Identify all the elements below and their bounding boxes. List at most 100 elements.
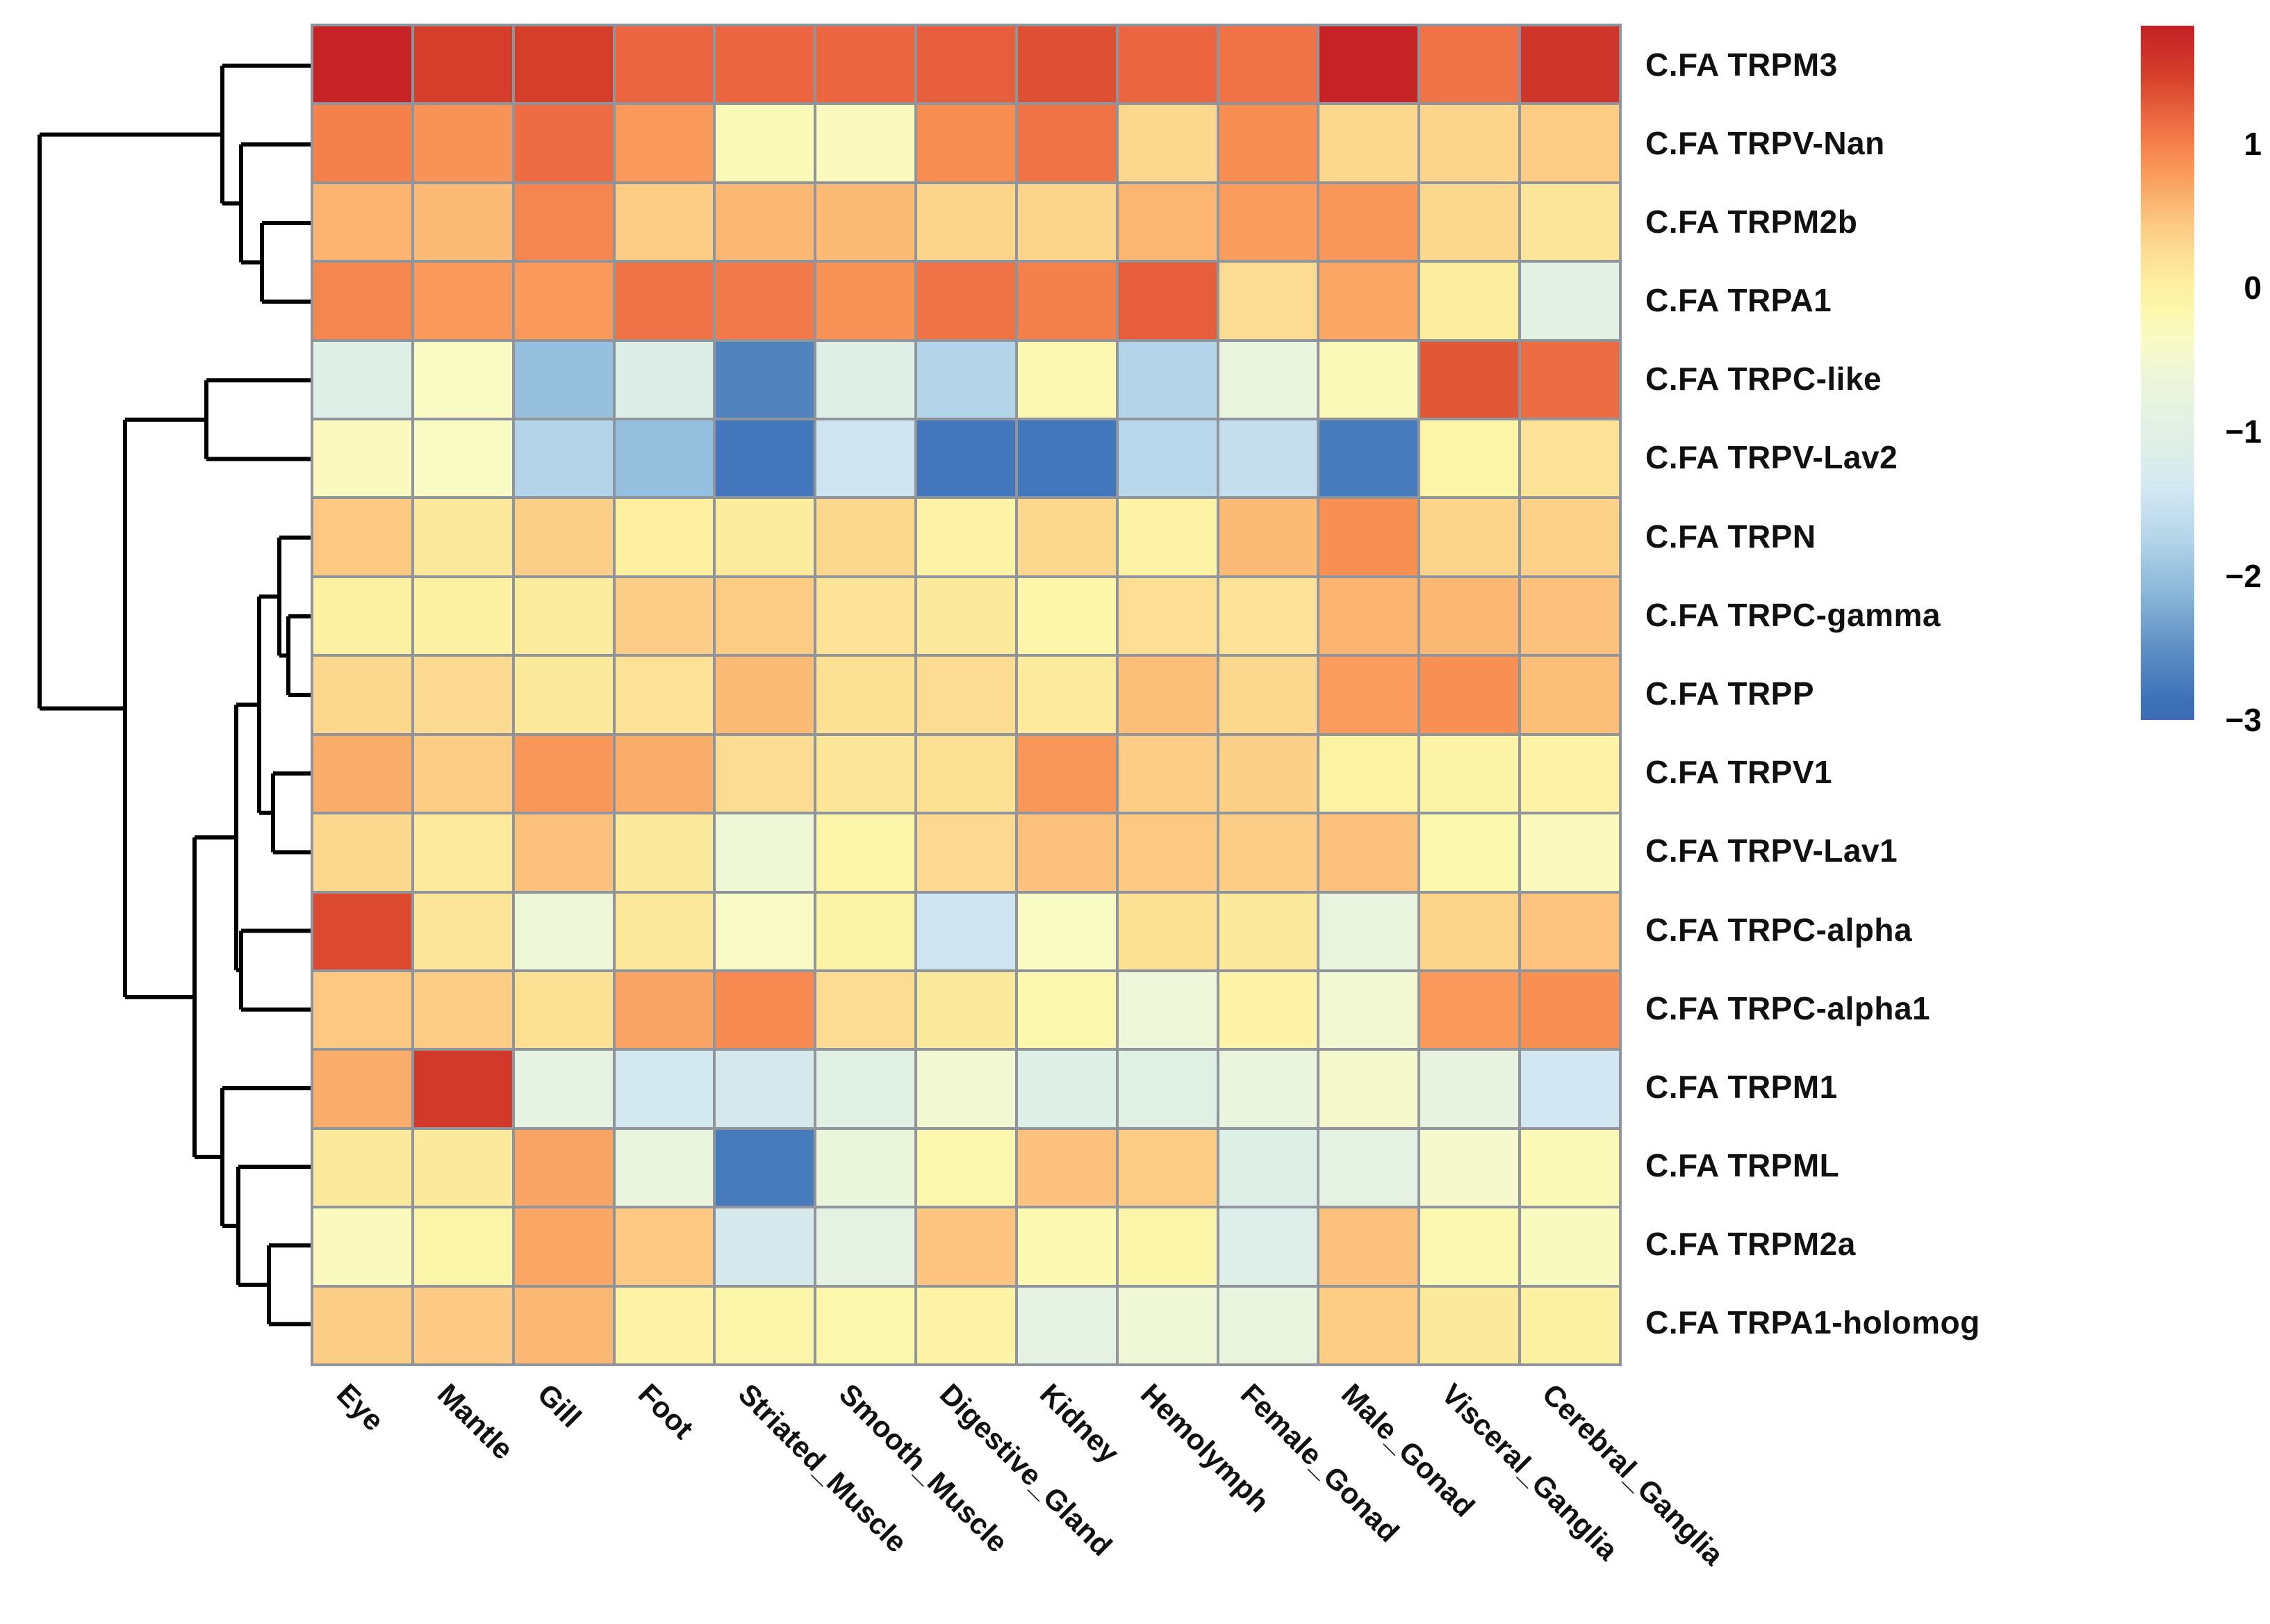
heatmap-cell [1219, 420, 1317, 497]
heatmap-cell [917, 105, 1015, 181]
heatmap-cell [1017, 814, 1116, 891]
heatmap-cell [1118, 1208, 1217, 1285]
heatmap-cell [313, 1051, 411, 1127]
row-label: C.FA TRPV1 [1645, 754, 1833, 791]
heatmap-cell [917, 1208, 1015, 1285]
heatmap-cell [1420, 183, 1519, 261]
heatmap-cell [1017, 1287, 1116, 1363]
row-label: C.FA TRPC-alpha [1645, 911, 1913, 948]
heatmap-cell [816, 26, 915, 103]
heatmap-cell [615, 183, 714, 261]
heatmap-cell [313, 1287, 411, 1363]
row-label: C.FA TRPM1 [1645, 1068, 1838, 1105]
heatmap-cell [1420, 814, 1519, 891]
heatmap-cell [1219, 1208, 1317, 1285]
heatmap-cell [514, 657, 613, 733]
heatmap-cell [1118, 735, 1217, 812]
heatmap-cell [816, 341, 915, 418]
heatmap-cell [1118, 341, 1217, 418]
heatmap-cell [816, 499, 915, 575]
heatmap-cell [514, 1129, 613, 1206]
heatmap-cell [816, 657, 915, 733]
heatmap-cell [313, 1129, 411, 1206]
row-label: C.FA TRPV-Lav2 [1645, 439, 1898, 476]
heatmap-cell [1319, 577, 1418, 655]
row-label: C.FA TRPC-gamma [1645, 596, 1941, 633]
heatmap-cell [1219, 893, 1317, 969]
heatmap-cell [1521, 1051, 1619, 1127]
heatmap-cell [1219, 499, 1317, 575]
heatmap-cell [917, 263, 1015, 339]
heatmap-cell [615, 1129, 714, 1206]
heatmap-cell [917, 26, 1015, 103]
heatmap-cell [1219, 263, 1317, 339]
heatmap-cell [917, 341, 1015, 418]
colorbar [2141, 26, 2194, 720]
heatmap-cell [615, 105, 714, 181]
colorbar-tick-label: −3 [2225, 702, 2262, 738]
heatmap-cell [1118, 1129, 1217, 1206]
heatmap-cell [1319, 183, 1418, 261]
heatmap-cell [413, 420, 512, 497]
heatmap-cell [1118, 971, 1217, 1049]
heatmap-cell [514, 341, 613, 418]
heatmap-cell [917, 420, 1015, 497]
heatmap-cell [1319, 105, 1418, 181]
heatmap-cell [917, 893, 1015, 969]
heatmap-cell [1017, 1129, 1116, 1206]
heatmap-cell [816, 420, 915, 497]
heatmap-cell [514, 420, 613, 497]
heatmap-cell [1118, 814, 1217, 891]
heatmap-cell [716, 1051, 814, 1127]
heatmap-cell [816, 105, 915, 181]
heatmap-cell [1017, 893, 1116, 969]
heatmap-cell [615, 1051, 714, 1127]
heatmap-cell [1420, 499, 1519, 575]
heatmap-cell [313, 893, 411, 969]
heatmap-cell [1319, 341, 1418, 418]
heatmap-cell [1319, 893, 1418, 969]
heatmap-cell [716, 499, 814, 575]
heatmap-cell [1017, 577, 1116, 655]
heatmap-cell [1319, 263, 1418, 339]
heatmap-cell [1017, 183, 1116, 261]
heatmap-cell [1118, 1051, 1217, 1127]
heatmap-cell [413, 657, 512, 733]
heatmap-cell [1420, 105, 1519, 181]
heatmap-cell [716, 420, 814, 497]
heatmap-cell [313, 105, 411, 181]
colorbar-tick-label: −1 [2225, 413, 2262, 450]
heatmap-cell [313, 341, 411, 418]
heatmap-cell [816, 1129, 915, 1206]
heatmap-cell [413, 735, 512, 812]
heatmap-cell [1017, 341, 1116, 418]
heatmap-cell [1420, 735, 1519, 812]
heatmap-cell [1118, 499, 1217, 575]
heatmap-cell [615, 971, 714, 1049]
heatmap-cell [816, 1208, 915, 1285]
heatmap-cell [816, 1051, 915, 1127]
heatmap-cell [413, 971, 512, 1049]
heatmap-cell [816, 183, 915, 261]
heatmap-cell [1420, 577, 1519, 655]
heatmap-cell [917, 1287, 1015, 1363]
heatmap-cell [615, 577, 714, 655]
heatmap-cell [413, 1287, 512, 1363]
heatmap-cell [313, 735, 411, 812]
heatmap-cell [1420, 893, 1519, 969]
heatmap-cell [1521, 814, 1619, 891]
heatmap-cell [716, 263, 814, 339]
heatmap-cell [413, 263, 512, 339]
heatmap-cell [313, 499, 411, 575]
heatmap-cell [716, 1129, 814, 1206]
colorbar-tick-label: 0 [2244, 270, 2262, 306]
heatmap-cell [1420, 657, 1519, 733]
heatmap-cell [615, 893, 714, 969]
heatmap-cell [716, 577, 814, 655]
heatmap-cell [1319, 420, 1418, 497]
heatmap-cell [413, 893, 512, 969]
heatmap-cell [1319, 499, 1418, 575]
heatmap-cell [917, 1051, 1015, 1127]
heatmap-cell [1219, 105, 1317, 181]
